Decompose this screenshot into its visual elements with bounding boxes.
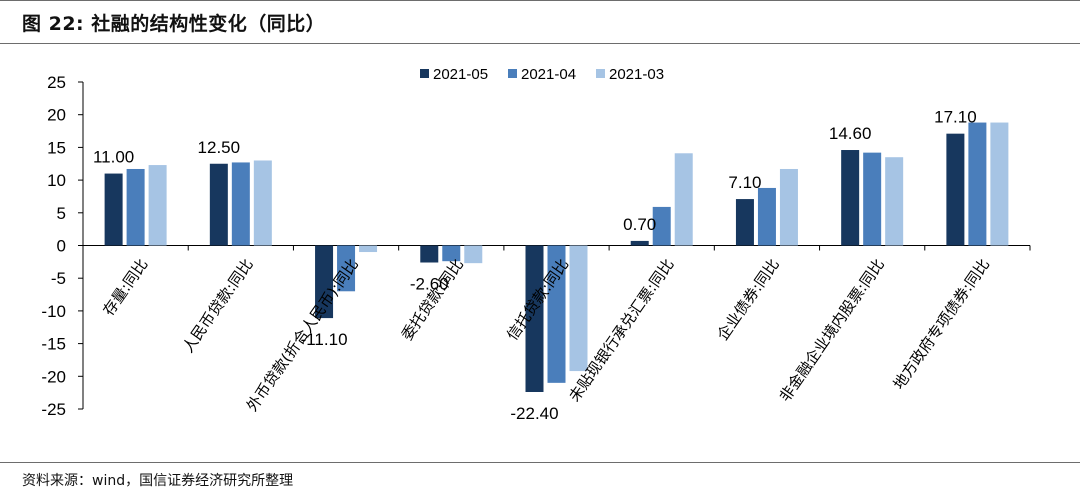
- bar: [569, 245, 588, 372]
- page-title: 图 22: 社融的结构性变化（同比）: [22, 13, 326, 35]
- bar: [841, 150, 860, 246]
- bar: [315, 245, 334, 319]
- category-label: 委托贷款:同比: [398, 255, 467, 343]
- bar: [779, 168, 798, 246]
- bar: [735, 199, 754, 246]
- source-note: 资料来源：wind，国信证券经济研究所整理: [22, 473, 294, 489]
- y-tick-label: -20: [41, 367, 66, 386]
- y-tick-label: 15: [47, 138, 66, 157]
- y-tick-label: -10: [41, 302, 66, 321]
- legend-swatch: [508, 69, 517, 78]
- data-label: 12.50: [198, 138, 241, 157]
- bar: [359, 245, 378, 253]
- category-label: 企业债券:同比: [714, 255, 783, 343]
- bar: [253, 160, 272, 246]
- y-tick-label: 0: [57, 237, 66, 256]
- data-label: 0.70: [623, 215, 656, 234]
- bar: [442, 245, 461, 262]
- bar-chart: 25 20 15 10 5 0 -5 -10 -15 -20 -25 11.00 12.50 -11.10…: [41, 66, 1031, 423]
- data-label: -2.60: [410, 275, 449, 294]
- bar: [209, 163, 228, 246]
- bar: [885, 157, 904, 246]
- bar: [674, 153, 693, 246]
- y-tick-label: 5: [57, 204, 66, 223]
- legend-label: 2021-04: [521, 66, 576, 83]
- data-label: -11.10: [301, 330, 348, 349]
- y-tick-label: 20: [47, 106, 66, 125]
- bar: [990, 122, 1009, 246]
- data-label: 7.10: [728, 173, 761, 192]
- y-tick-label: 25: [47, 73, 66, 92]
- bar: [946, 133, 965, 246]
- legend-swatch: [420, 69, 429, 78]
- legend-label: 2021-05: [433, 66, 488, 83]
- data-label: 14.60: [829, 124, 872, 143]
- category-label: 存量:同比: [99, 255, 151, 319]
- legend-label: 2021-03: [609, 66, 664, 83]
- bar: [464, 245, 483, 264]
- bar: [630, 240, 649, 246]
- bar: [148, 165, 167, 246]
- bar: [337, 245, 356, 292]
- bar: [104, 173, 123, 246]
- bar: [863, 152, 882, 246]
- bar: [420, 245, 439, 263]
- bar: [757, 187, 776, 246]
- bar: [547, 245, 566, 383]
- bar: [968, 122, 987, 246]
- source-divider: [0, 462, 1080, 463]
- y-tick-label: -5: [51, 269, 66, 288]
- data-label: 17.10: [934, 108, 977, 127]
- category-label: 非金融企业境内股票:同比: [776, 255, 888, 405]
- data-label: 11.00: [93, 148, 134, 167]
- y-tick-label: -15: [41, 335, 66, 354]
- legend-swatch: [596, 69, 605, 78]
- category-label: 人民币贷款:同比: [179, 255, 257, 355]
- bar: [652, 206, 671, 246]
- y-tick-label: 10: [47, 171, 66, 190]
- data-label: -22.40: [510, 404, 558, 423]
- bar: [525, 245, 544, 392]
- bar: [126, 168, 145, 246]
- category-label: 地方政府专项债券:同比: [890, 255, 994, 392]
- y-tick-label: -25: [41, 400, 66, 419]
- bar: [231, 162, 250, 246]
- title-bar: [0, 0, 1080, 44]
